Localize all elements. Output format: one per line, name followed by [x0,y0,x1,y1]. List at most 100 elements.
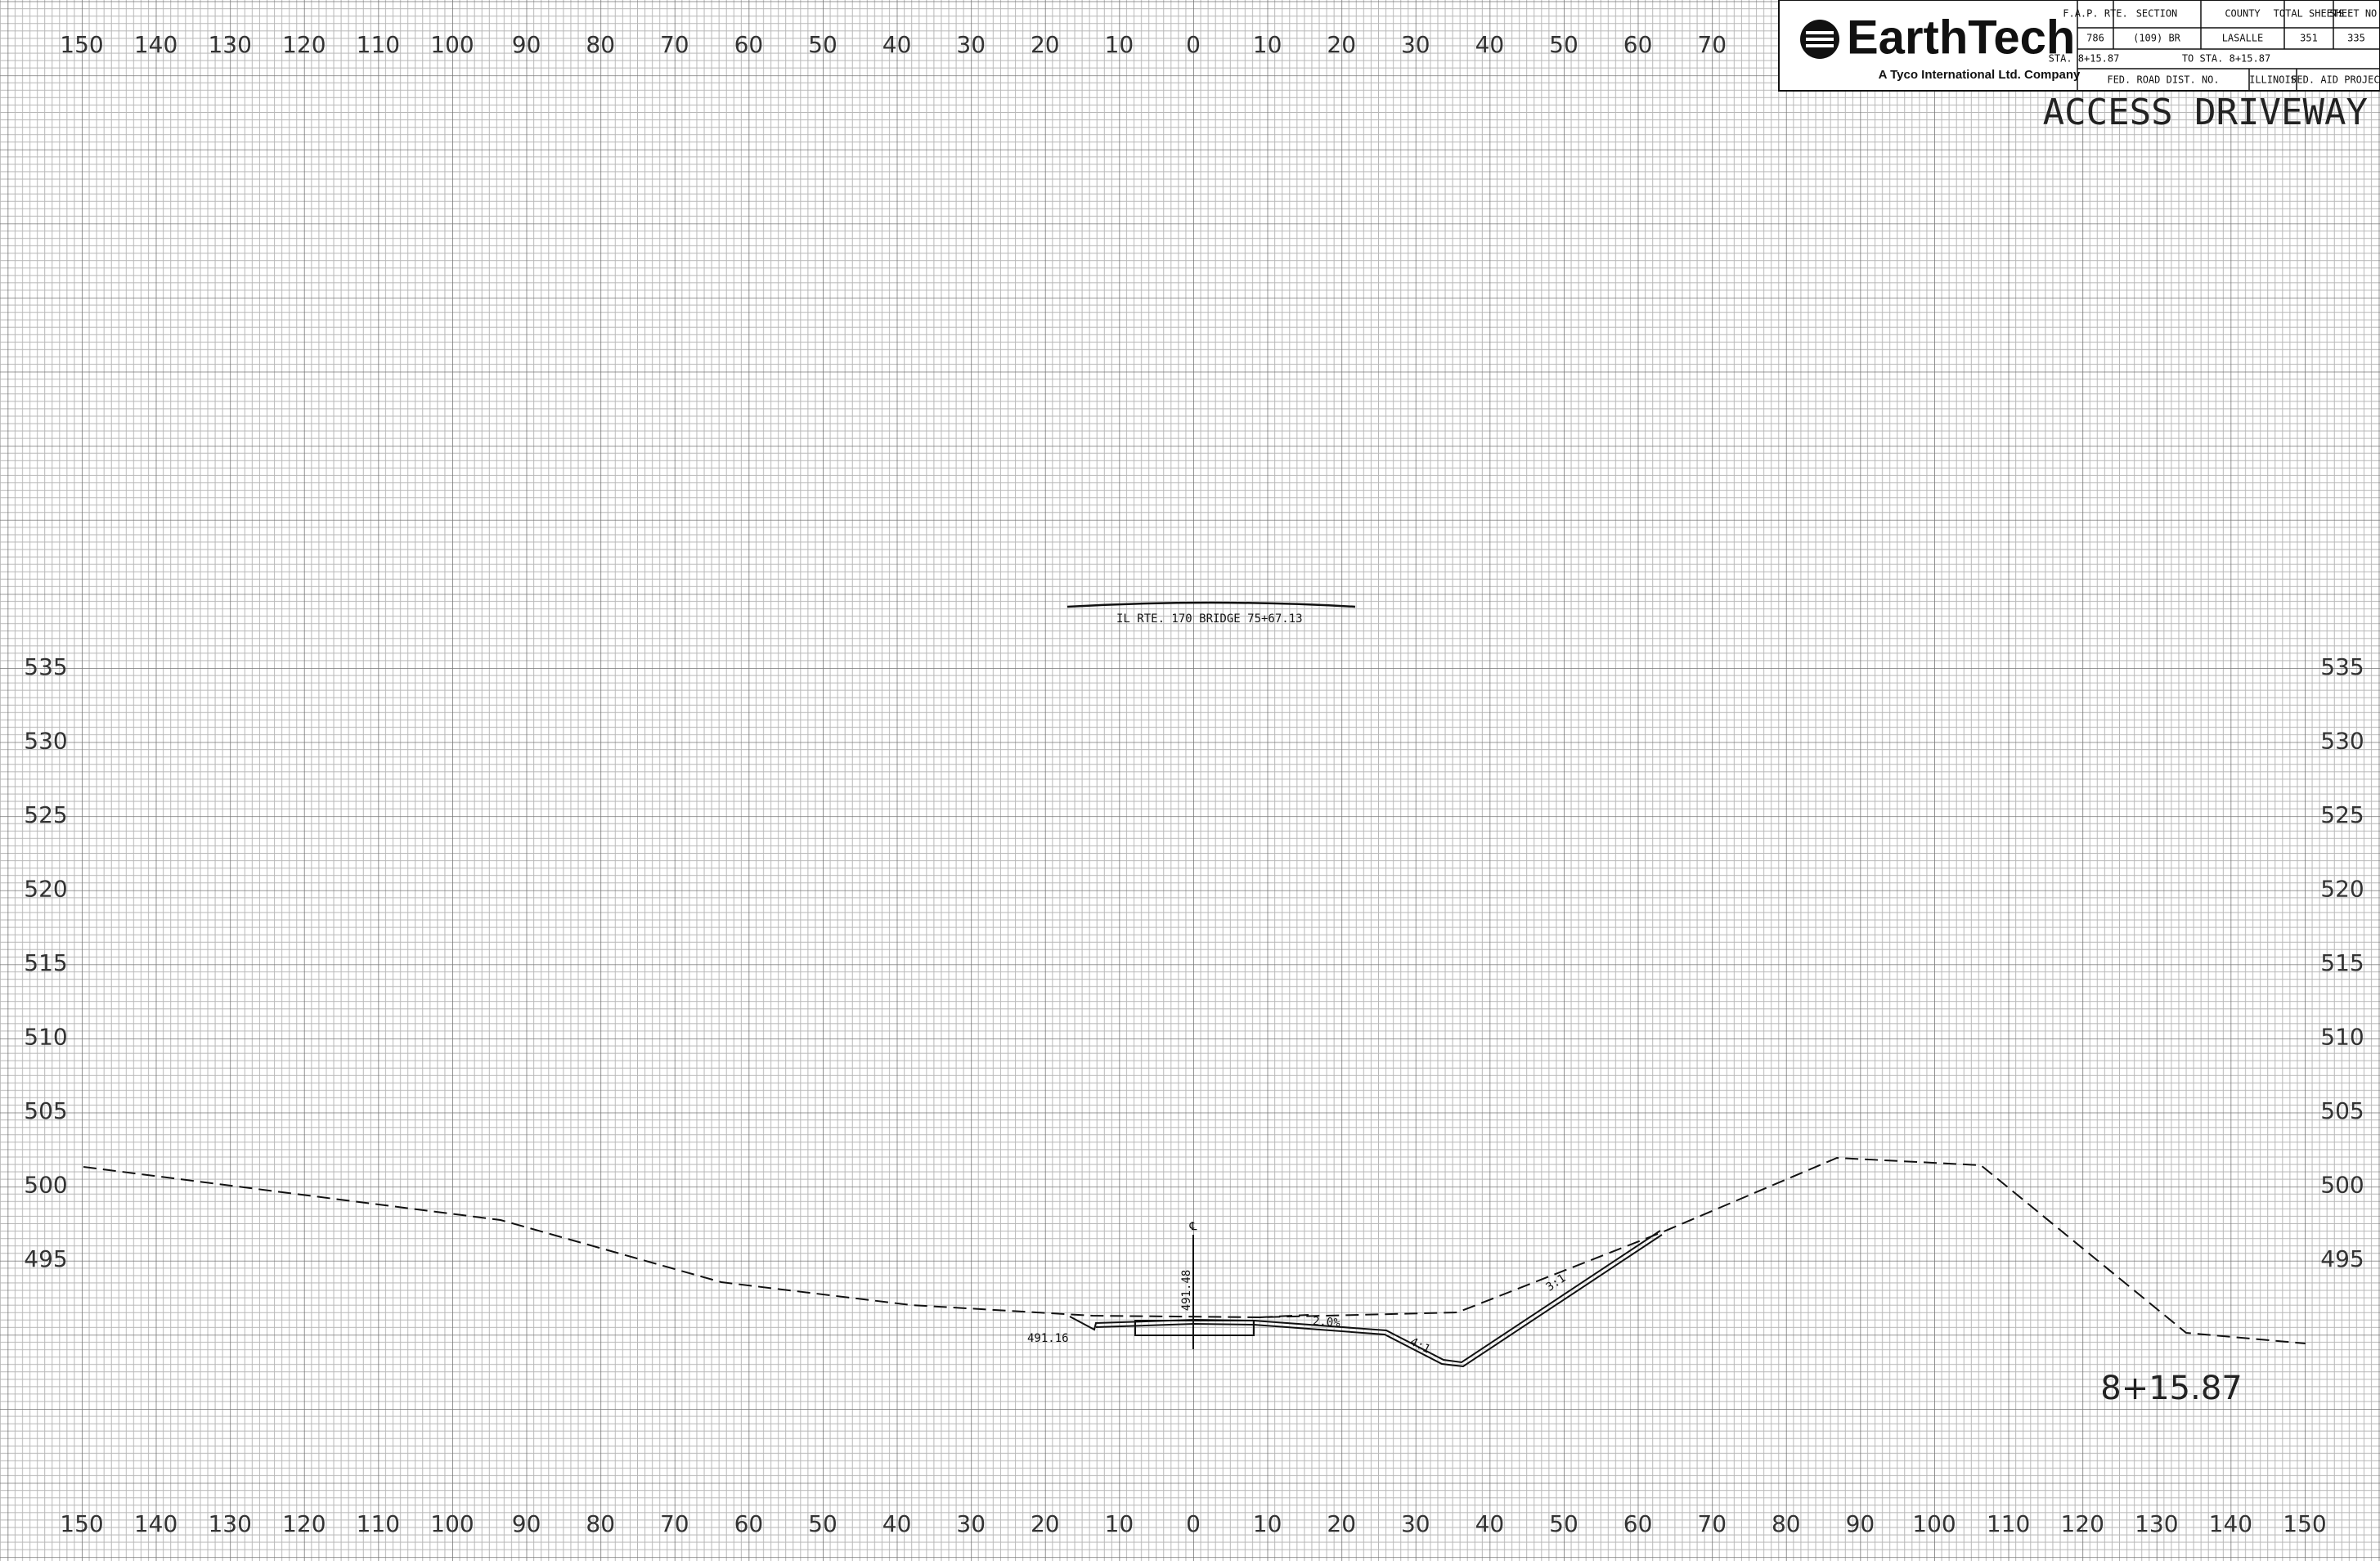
elevation-label: 495 [24,1245,67,1272]
offset-label: 0 [1186,31,1201,58]
offset-label: 70 [660,31,689,58]
company-name: EarthTech [1847,11,2075,64]
row-cell: 335 [2347,33,2365,44]
station-from: STA. 8+15.87 [2049,53,2120,65]
offset-label: 110 [357,1510,400,1537]
offset-label: 70 [1697,1510,1727,1537]
offset-label: 40 [1475,31,1505,58]
station-label: 8+15.87 [2100,1370,2242,1407]
offset-label: 80 [586,31,615,58]
elevation-label: 495 [2320,1245,2364,1272]
elevation-label: 535 [2320,653,2364,680]
row-cell: (109) BR [2133,33,2181,44]
offset-label: 110 [1987,1510,2030,1537]
footer-cell: FED. ROAD DIST. NO. [2107,74,2219,86]
logo-stripes [1806,31,1834,47]
title-block-frame [1778,0,2380,92]
table-lines [2077,0,2380,91]
offset-label: 80 [586,1510,615,1537]
offset-label: 80 [1772,1510,1801,1537]
elevation-label: 525 [2320,801,2364,828]
existing-ground [1259,1314,1309,1318]
offset-label: 100 [1912,1510,1956,1537]
offset-label: 140 [2209,1510,2252,1537]
offset-label: 40 [882,31,912,58]
edge-elevation: 491.16 [1027,1332,1069,1345]
elevation-label: 515 [2320,949,2364,976]
elevation-label: 520 [2320,876,2364,903]
centerline-symbol: ℄ [1189,1220,1197,1233]
offset-label: 10 [1253,1510,1282,1537]
row-cell: LASALLE [2222,33,2264,44]
offset-label: 20 [1327,31,1356,58]
scale-labels: 150 140 130 120 110 100 90 80 70 60 50 40 30 20 10 0 10 2… [24,31,2364,1537]
cross-slope: 2.0% [1312,1315,1340,1330]
header-cell: F.A.P. RTE. [2063,8,2127,20]
centerline-elevation: 491.48 [1180,1270,1193,1312]
offset-label: 20 [1327,1510,1356,1537]
elevation-label: 500 [2320,1172,2364,1199]
offset-label: 150 [60,31,103,58]
header-cell: SHEET NO. [2329,8,2380,20]
culvert [1134,1320,1255,1336]
bridge-line [1067,601,1356,608]
elevation-label: 505 [24,1097,67,1124]
header-cell: TOTAL SHEETS [2274,8,2345,20]
offset-label: 10 [1253,31,1282,58]
offset-label: 60 [734,1510,764,1537]
station-to: TO STA. 8+15.87 [2182,53,2270,65]
offset-label: 70 [1697,31,1727,58]
row-cell: 786 [2086,33,2104,44]
offset-label: 90 [512,1510,541,1537]
title-block: EarthTech A Tyco International Ltd. Comp… [1778,0,2380,92]
offset-label: 120 [282,31,326,58]
offset-label: 10 [1105,1510,1134,1537]
offset-label: 50 [808,1510,837,1537]
offset-label: 20 [1031,1510,1060,1537]
elevation-label: 510 [24,1024,67,1051]
offset-label: 0 [1186,1510,1201,1537]
offset-label: 150 [2283,1510,2326,1537]
offset-label: 30 [1401,1510,1430,1537]
row-cell: 351 [2300,33,2318,44]
offset-label: 120 [2060,1510,2104,1537]
elevation-label: 510 [2320,1024,2364,1051]
offset-label: 40 [882,1510,912,1537]
offset-label: 30 [1401,31,1430,58]
elevation-label: 530 [24,728,67,755]
footer-cell: FED. AID PROJECT [2291,74,2380,86]
offset-label: 50 [808,31,837,58]
offset-label: 150 [60,1510,103,1537]
sheet-title: ACCESS DRIVEWAY [2043,92,2368,133]
elevation-label: 520 [24,876,67,903]
offset-label: 90 [1846,1510,1875,1537]
offset-label: 120 [282,1510,326,1537]
offset-label: 60 [1623,31,1653,58]
offset-label: 60 [734,31,764,58]
offset-label: 110 [357,31,400,58]
offset-label: 50 [1549,31,1578,58]
offset-label: 40 [1475,1510,1505,1537]
offset-label: 130 [2135,1510,2178,1537]
offset-label: 60 [1623,1510,1653,1537]
header-cell: SECTION [2136,8,2178,20]
offset-label: 20 [1031,31,1060,58]
existing-ground [83,1156,2306,1344]
elevation-label: 525 [24,801,67,828]
offset-label: 50 [1549,1510,1578,1537]
offset-label: 140 [134,1510,177,1537]
elevation-label: 535 [24,653,67,680]
offset-label: 30 [956,31,986,58]
elevation-label: 515 [24,949,67,976]
elevation-label: 500 [24,1172,67,1199]
offset-label: 70 [660,1510,689,1537]
offset-label: 100 [430,31,474,58]
bridge-label: IL RTE. 170 BRIDGE 75+67.13 [1116,612,1303,626]
elevation-label: 530 [2320,728,2364,755]
offset-label: 90 [512,31,541,58]
footer-cell: ILLINOIS [2249,74,2297,86]
company-tagline: A Tyco International Ltd. Company [1879,68,2081,82]
